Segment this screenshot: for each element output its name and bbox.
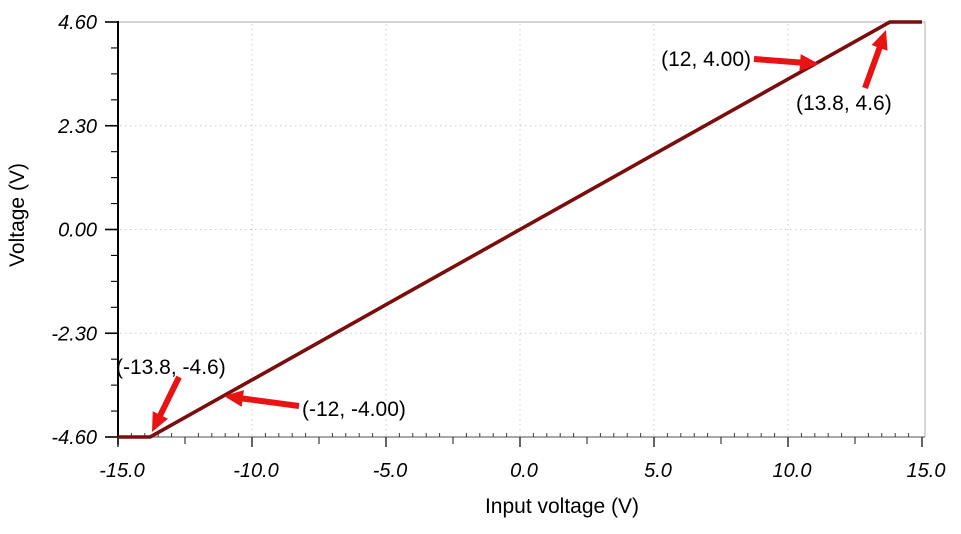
x-tick-label: 10.0 <box>773 460 812 482</box>
y-tick-label: -2.30 <box>51 323 97 345</box>
x-tick-label: 0.0 <box>510 460 538 482</box>
annotation-label: (-13.8, -4.6) <box>116 356 226 379</box>
x-tick-label: 15.0 <box>907 460 946 482</box>
annotation-label: (-12, -4.00) <box>302 398 406 421</box>
x-tick-label: 5.0 <box>644 460 672 482</box>
series-line <box>118 20 922 439</box>
y-tick-label: 4.60 <box>58 12 97 34</box>
annotation-arrow-shaft <box>156 375 182 419</box>
annotation-arrow-head <box>799 54 819 72</box>
y-axis-title: Voltage (V) <box>6 163 29 267</box>
y-tick-label: 2.30 <box>57 116 97 138</box>
annotation-label: (12, 4.00) <box>661 48 751 71</box>
y-tick-label: -4.60 <box>51 427 97 449</box>
x-tick-label: -5.0 <box>373 460 407 482</box>
x-tick-label: -10.0 <box>233 460 279 482</box>
x-tick-label: -15.0 <box>99 460 145 482</box>
annotation-arrow-shaft <box>862 44 884 90</box>
annotation-arrow-shaft <box>239 395 300 409</box>
y-tick-label: 0.00 <box>58 220 97 242</box>
annotation-arrow-head <box>871 30 888 51</box>
annotation-label: (13.8, 4.6) <box>796 92 892 115</box>
annotation-arrow-head <box>152 411 169 432</box>
annotation-arrow-head <box>224 390 244 407</box>
x-axis-title: Input voltage (V) <box>485 495 639 518</box>
annotation-arrow-shaft <box>753 56 804 66</box>
